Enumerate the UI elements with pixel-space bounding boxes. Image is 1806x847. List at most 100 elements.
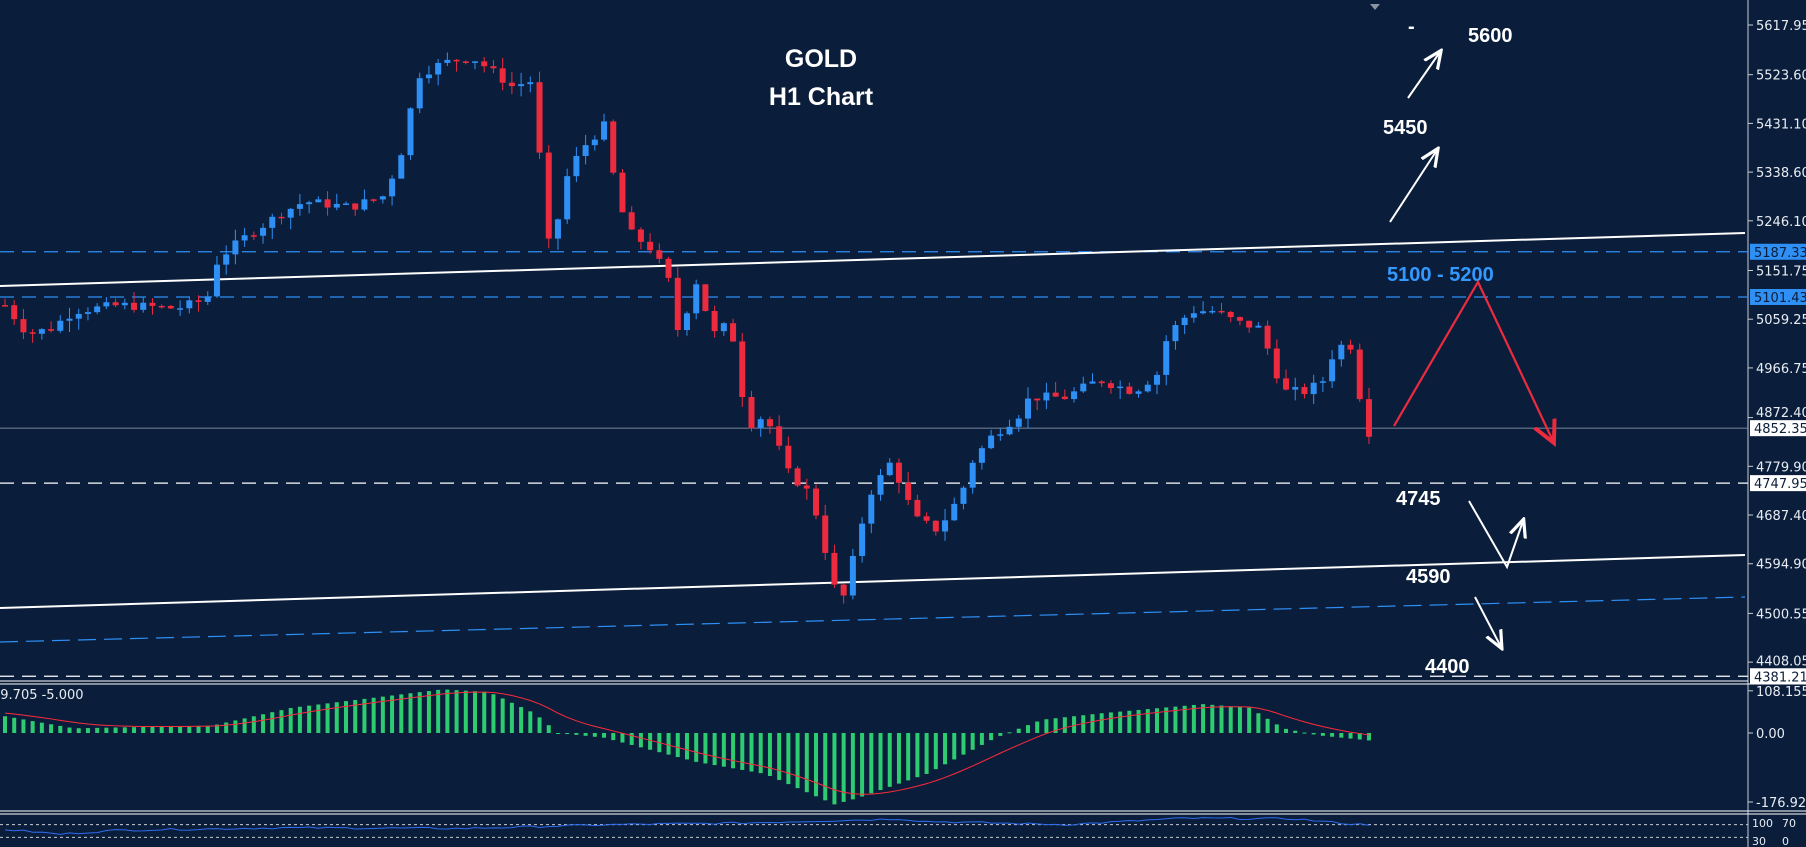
bull-candle	[57, 320, 64, 331]
bear-candle	[739, 341, 746, 398]
macd-histogram-bar	[297, 706, 302, 733]
macd-histogram-bar	[804, 733, 809, 793]
macd-histogram-bar	[251, 716, 256, 733]
macd-histogram-bar	[76, 728, 81, 733]
macd-histogram-bar	[380, 696, 385, 733]
bull-candle	[140, 302, 147, 310]
macd-histogram-bar	[334, 702, 339, 733]
bear-candle	[112, 302, 119, 306]
chart-subtitle: H1 Chart	[769, 83, 874, 111]
macd-histogram-bar	[307, 705, 312, 733]
macd-histogram-bar	[933, 733, 938, 770]
bear-candle	[1365, 399, 1372, 437]
bear-candle	[453, 59, 460, 62]
bull-candle	[103, 302, 110, 307]
bear-candle	[1273, 348, 1280, 379]
macd-histogram-bar	[565, 733, 570, 734]
macd-histogram-bar	[666, 733, 671, 755]
bull-candle	[269, 216, 276, 228]
macd-histogram-bar	[620, 733, 625, 743]
bull-candle	[94, 306, 101, 313]
macd-histogram-bar	[592, 733, 597, 737]
macd-histogram-bar	[546, 725, 551, 733]
macd-histogram-bar	[777, 733, 782, 781]
bear-candle	[905, 482, 912, 500]
macd-histogram-bar	[104, 727, 109, 733]
bull-candle	[564, 176, 571, 220]
macd-signal-line	[4, 691, 1370, 795]
bull-candle	[213, 264, 220, 297]
price-tick-label: 5338.60	[1756, 166, 1806, 181]
macd-histogram-bar	[814, 733, 819, 797]
macd-histogram-bar	[325, 703, 330, 733]
macd-histogram-bar	[1035, 721, 1040, 733]
macd-histogram-bar	[740, 733, 745, 770]
macd-histogram-bar	[353, 700, 358, 733]
macd-histogram-bar	[1284, 728, 1289, 733]
bull-candle	[601, 121, 608, 140]
bull-candle	[554, 219, 561, 239]
macd-histogram-bar	[1099, 713, 1104, 733]
bear-candle	[536, 82, 543, 153]
macd-histogram-bar	[1256, 713, 1261, 733]
bull-candle	[223, 254, 230, 265]
shift-marker-icon[interactable]	[1370, 4, 1380, 10]
macd-histogram-bar	[869, 733, 874, 794]
macd-histogram-bar	[95, 727, 100, 733]
price-tick-label: 4779.90	[1756, 460, 1806, 475]
macd-histogram-bar	[519, 707, 524, 733]
macd-histogram-bar	[214, 724, 219, 733]
bear-candle	[29, 332, 36, 334]
macd-histogram-bar	[1191, 704, 1196, 733]
bull-candle	[573, 156, 580, 177]
macd-histogram-bar	[1366, 733, 1371, 741]
arrow-up-5600-icon	[1407, 52, 1440, 99]
macd-histogram-bar	[878, 733, 883, 791]
candles	[2, 52, 1372, 604]
red-scenario-arrow-icon	[1393, 279, 1553, 441]
bear-candle	[914, 499, 921, 517]
macd-tick-label: 0.00	[1756, 727, 1785, 742]
macd-histogram-bar	[1090, 714, 1095, 733]
bull-candle	[435, 62, 442, 75]
macd-histogram-bar	[1293, 730, 1298, 733]
macd-histogram-bar	[1081, 715, 1086, 733]
bear-candle	[674, 277, 681, 331]
bear-candle	[11, 305, 18, 320]
bear-candle	[932, 520, 939, 532]
white-bounce-arrow-icon	[1468, 500, 1523, 570]
macd-histogram-bar	[343, 701, 348, 733]
price-tick-label: 4872.40	[1756, 406, 1806, 421]
annotation-4590: 4590	[1406, 566, 1451, 588]
bull-candle	[315, 199, 322, 203]
bull-candle	[241, 235, 248, 241]
price-tick-label: 5246.10	[1756, 215, 1806, 230]
macd-histogram-bar	[205, 725, 210, 733]
macd-histogram-bar	[574, 733, 579, 735]
bull-candle	[472, 61, 479, 63]
bull-candle	[1080, 383, 1087, 392]
bull-candle	[389, 178, 396, 197]
macd-histogram-bar	[12, 717, 17, 733]
macd-histogram-bar	[390, 695, 395, 733]
bear-candle	[1227, 311, 1234, 318]
price-tag	[1750, 475, 1806, 492]
macd-histogram-bar	[638, 733, 643, 748]
macd-histogram-bar	[1118, 711, 1123, 733]
macd-histogram-bar	[887, 733, 892, 787]
price-tag-label: 5101.43	[1754, 291, 1806, 306]
bear-candle	[2, 305, 8, 307]
rsi-line	[4, 817, 1370, 835]
bear-candle	[730, 323, 737, 342]
bear-candle	[656, 250, 663, 259]
bear-candle	[250, 235, 257, 237]
macd-histogram-bar	[629, 733, 634, 745]
bull-candle	[1172, 325, 1179, 342]
bear-candle	[785, 445, 792, 469]
macd-histogram-bar	[1062, 717, 1067, 733]
price-axis: 5617.95 5523.60 5431.10 5338.60 5246.10 5151.…	[1748, 19, 1806, 669]
bull-candle	[988, 435, 995, 449]
macd-histogram-bar	[500, 698, 505, 733]
price-tick-label: 5059.25	[1756, 313, 1806, 328]
macd-histogram-bar	[399, 694, 404, 733]
